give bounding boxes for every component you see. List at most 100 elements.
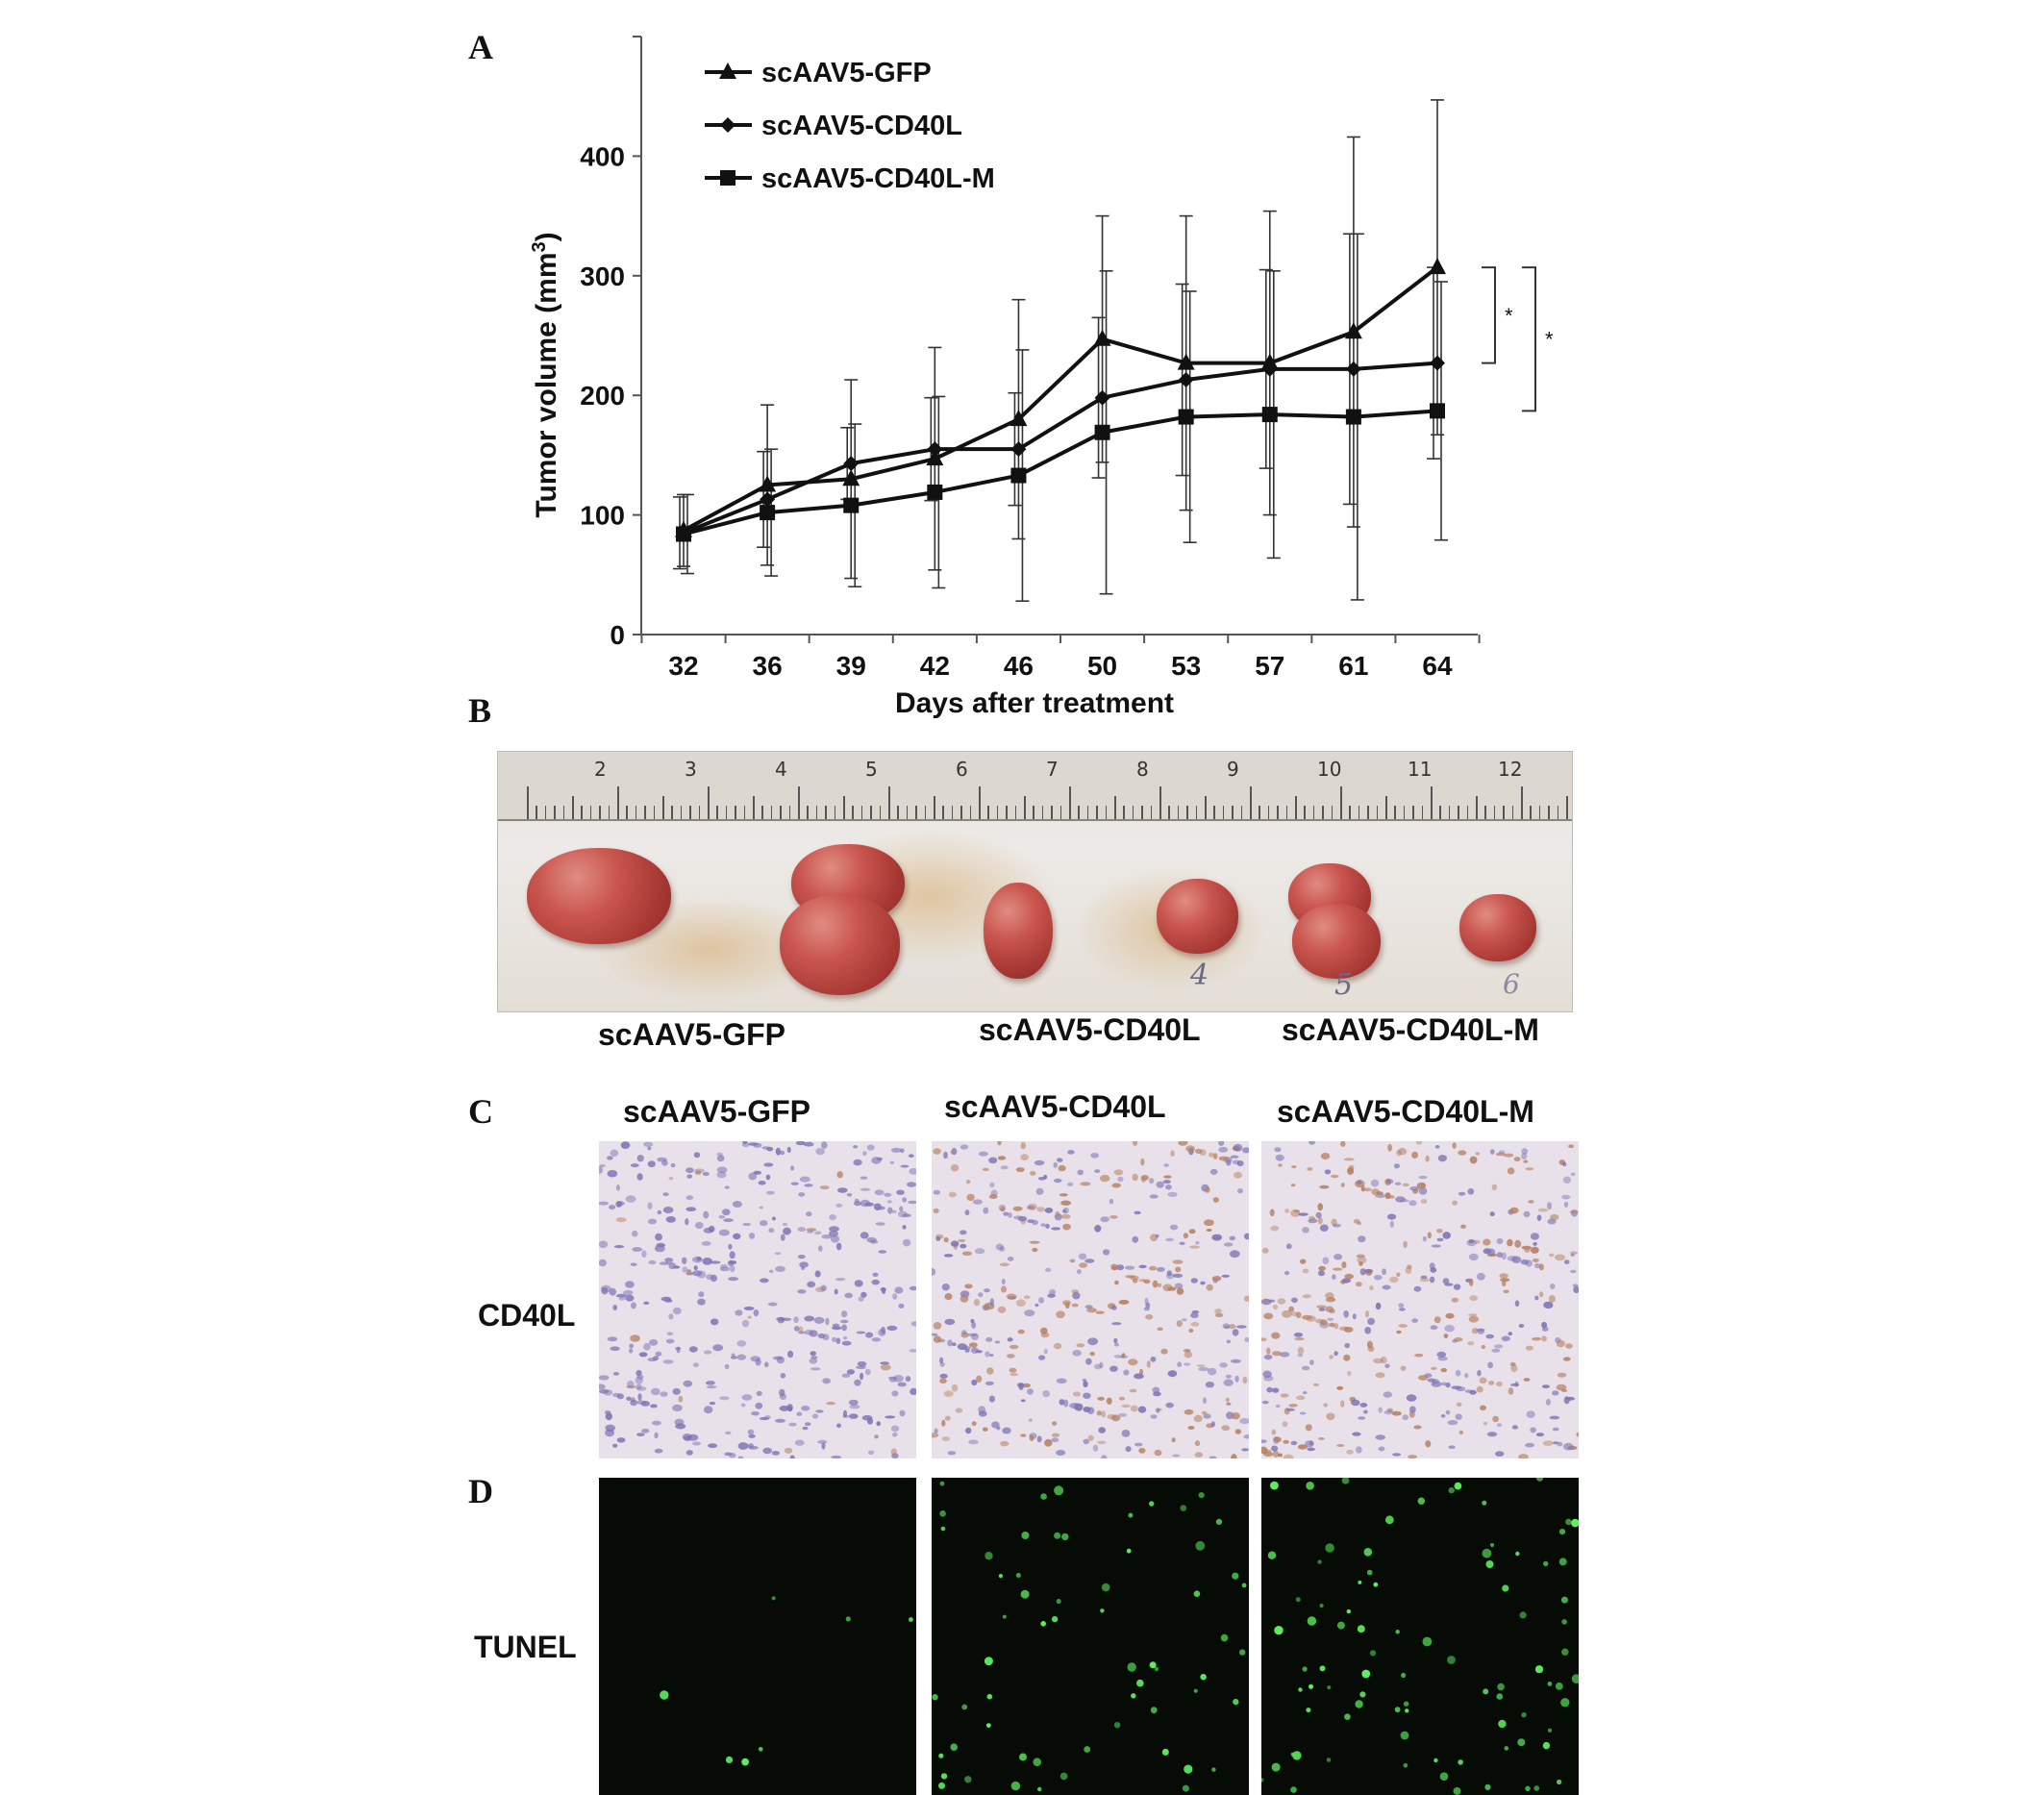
data-point-square — [843, 497, 860, 513]
data-point-diamond — [843, 456, 860, 472]
ihc-row-label: CD40L — [478, 1298, 576, 1333]
significance-brackets: ** — [1482, 266, 1554, 412]
x-tick-label: 53 — [1171, 651, 1201, 681]
x-tick-label: 32 — [668, 651, 698, 681]
x-tick-label: 39 — [836, 651, 866, 681]
tumor-4 — [1157, 879, 1238, 954]
ruler-number: 6 — [956, 758, 968, 781]
x-tick-label: 42 — [920, 651, 950, 681]
data-point-triangle — [1177, 353, 1195, 370]
legend-marker-diamond — [720, 117, 735, 133]
data-point-square — [927, 484, 943, 500]
data-point-diamond — [1261, 361, 1278, 377]
y-tick-label: 0 — [610, 620, 625, 650]
tumor-label-gfp: scAAV5-GFP — [598, 1017, 786, 1052]
panel-letter-a: A — [468, 28, 493, 66]
tumor-6 — [1459, 894, 1536, 961]
data-point-diamond — [1010, 441, 1027, 458]
series-markers — [675, 258, 1446, 542]
data-point-diamond — [760, 491, 776, 508]
panel-letter-d: D — [468, 1472, 493, 1510]
ruler-number: 3 — [685, 758, 697, 781]
tunel-image-cd40l-m — [1261, 1478, 1579, 1795]
ruler-number: 9 — [1227, 758, 1239, 781]
x-tick-label: 46 — [1004, 651, 1034, 681]
data-point-diamond — [927, 441, 943, 458]
excised-tumors-photo: 2 3 4 5 6 7 8 9 10 11 12 4 5 6 — [497, 751, 1573, 1012]
data-point-triangle — [842, 469, 860, 486]
significance-bracket — [1522, 266, 1536, 412]
data-point-diamond — [1345, 361, 1361, 377]
tunel-image-gfp — [599, 1478, 916, 1795]
chart-legend: scAAV5-GFP scAAV5-CD40L scAAV5-CD40L-M — [705, 58, 995, 194]
ruler-number: 5 — [865, 758, 878, 781]
data-point-diamond — [1178, 372, 1194, 388]
data-point-square — [1261, 407, 1278, 423]
data-point-triangle — [759, 475, 777, 492]
ruler-number: 8 — [1136, 758, 1149, 781]
y-tick-label: 200 — [580, 381, 625, 411]
ihc-col-label-cd40l: scAAV5-CD40L — [944, 1089, 1166, 1124]
x-tick-label: 36 — [753, 651, 783, 681]
significance-star: * — [1505, 304, 1513, 328]
data-point-square — [1430, 403, 1445, 419]
ruler: 2 3 4 5 6 7 8 9 10 11 12 — [498, 752, 1572, 821]
significance-bracket — [1482, 266, 1496, 364]
series-lines — [683, 265, 1439, 536]
ruler-number: 12 — [1498, 758, 1523, 781]
sample-mark-5: 5 — [1334, 968, 1354, 1002]
ruler-number: 7 — [1046, 758, 1059, 781]
ruler-number: 4 — [775, 758, 787, 781]
data-point-triangle — [1429, 258, 1446, 275]
legend-marker-square — [720, 170, 735, 186]
x-tick-label: 57 — [1255, 651, 1284, 681]
tunel-row-label: TUNEL — [474, 1630, 577, 1664]
data-point-square — [676, 526, 691, 542]
data-point-triangle — [926, 449, 944, 466]
panel-letter-b: B — [468, 691, 492, 730]
ihc-col-label-gfp: scAAV5-GFP — [623, 1094, 811, 1129]
tumor-3 — [984, 883, 1053, 979]
ruler-number: 10 — [1317, 758, 1342, 781]
legend-label: scAAV5-CD40L — [761, 111, 962, 141]
data-point-triangle — [1010, 410, 1028, 427]
tumor-1 — [527, 848, 671, 944]
data-point-diamond — [1430, 355, 1445, 371]
data-point-square — [1010, 467, 1027, 484]
data-point-square — [1178, 409, 1194, 425]
y-tick-label: 100 — [580, 501, 625, 531]
x-tick-label: 64 — [1422, 651, 1453, 681]
y-axis-label: Tumor volume (mm3) — [529, 232, 562, 517]
ruler-number: 2 — [594, 758, 607, 781]
legend-label: scAAV5-GFP — [761, 58, 932, 88]
series-line-scAAV5-CD40L-M — [683, 409, 1438, 536]
ihc-image-cd40l-m — [1261, 1141, 1579, 1458]
series-line-scAAV5-CD40L — [683, 361, 1438, 536]
ruler-number: 11 — [1408, 758, 1433, 781]
x-tick-label: 61 — [1338, 651, 1368, 681]
data-point-triangle — [1093, 329, 1111, 346]
series-line-scAAV5-GFP — [683, 265, 1439, 533]
data-point-triangle — [1344, 322, 1362, 339]
data-point-square — [760, 505, 776, 521]
y-tick-label: 400 — [580, 141, 625, 171]
sample-mark-6: 6 — [1503, 968, 1520, 1000]
significance-star: * — [1545, 328, 1554, 352]
data-point-square — [1094, 424, 1110, 440]
tumor-5b — [1292, 904, 1381, 979]
tumor-label-cd40l-m: scAAV5-CD40L-M — [1282, 1012, 1539, 1047]
x-axis-label: Days after treatment — [895, 687, 1174, 719]
tumor-label-cd40l: scAAV5-CD40L — [979, 1012, 1201, 1047]
ihc-col-label-cd40l-m: scAAV5-CD40L-M — [1277, 1094, 1534, 1129]
sample-mark-4: 4 — [1190, 959, 1209, 992]
y-tick-label: 300 — [580, 262, 625, 291]
data-point-square — [1345, 409, 1361, 425]
tumor-2b — [780, 894, 900, 995]
x-tick-label: 50 — [1087, 651, 1117, 681]
data-point-diamond — [1094, 389, 1110, 406]
legend-marker-triangle — [719, 62, 736, 79]
ihc-image-cd40l — [932, 1141, 1249, 1458]
legend-label: scAAV5-CD40L-M — [761, 163, 995, 194]
tunel-image-cd40l — [932, 1478, 1249, 1795]
